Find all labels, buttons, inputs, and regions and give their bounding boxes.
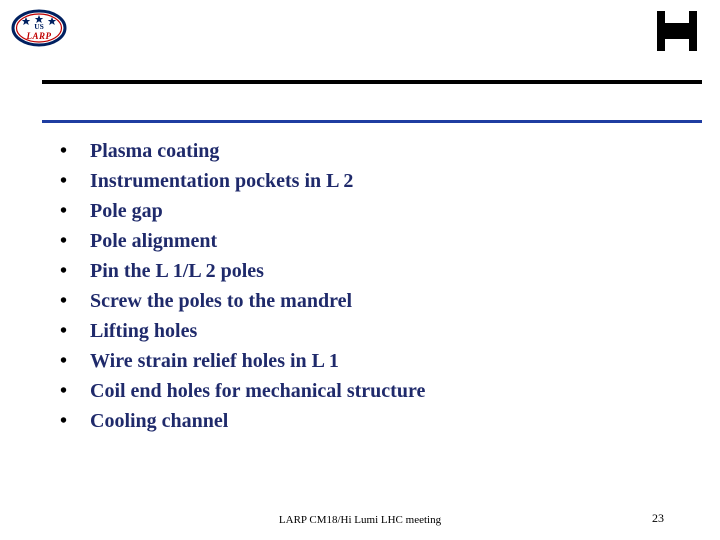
list-item: Plasma coating [56,136,680,166]
bullet-text: Pole gap [90,200,163,222]
bullet-text: Plasma coating [90,140,219,162]
horizontal-rule-thick [42,80,702,84]
fermilab-logo-icon [654,8,700,54]
bullet-text: Cooling channel [90,410,228,432]
list-item: Pole gap [56,196,680,226]
bullet-text: Lifting holes [90,320,197,342]
list-item: Pin the L 1/L 2 poles [56,256,680,286]
bullet-text: Pole alignment [90,230,217,252]
svg-text:US: US [34,22,44,31]
bullet-text: Coil end holes for mechanical structure [90,380,425,402]
bullet-text: Pin the L 1/L 2 poles [90,260,264,282]
bullet-text: Wire strain relief holes in L 1 [90,350,339,372]
page-number: 23 [652,511,664,526]
list-item: Wire strain relief holes in L 1 [56,346,680,376]
larp-logo-icon: US LARP [10,8,68,48]
us-larp-logo: US LARP [10,8,68,53]
body-content: Plasma coating Instrumentation pockets i… [56,136,680,436]
list-item: Cooling channel [56,406,680,436]
horizontal-rule-thin [42,120,702,123]
fermilab-logo [654,8,700,59]
footer-text: LARP CM18/Hi Lumi LHC meeting [0,514,720,526]
svg-text:LARP: LARP [25,31,51,41]
bullet-text: Screw the poles to the mandrel [90,290,352,312]
slide: US LARP Plasma coating Instrumentation p… [0,0,720,540]
list-item: Coil end holes for mechanical structure [56,376,680,406]
bullet-text: Instrumentation pockets in L 2 [90,170,353,192]
list-item: Lifting holes [56,316,680,346]
list-item: Instrumentation pockets in L 2 [56,166,680,196]
list-item: Screw the poles to the mandrel [56,286,680,316]
bullet-list: Plasma coating Instrumentation pockets i… [56,136,680,436]
list-item: Pole alignment [56,226,680,256]
